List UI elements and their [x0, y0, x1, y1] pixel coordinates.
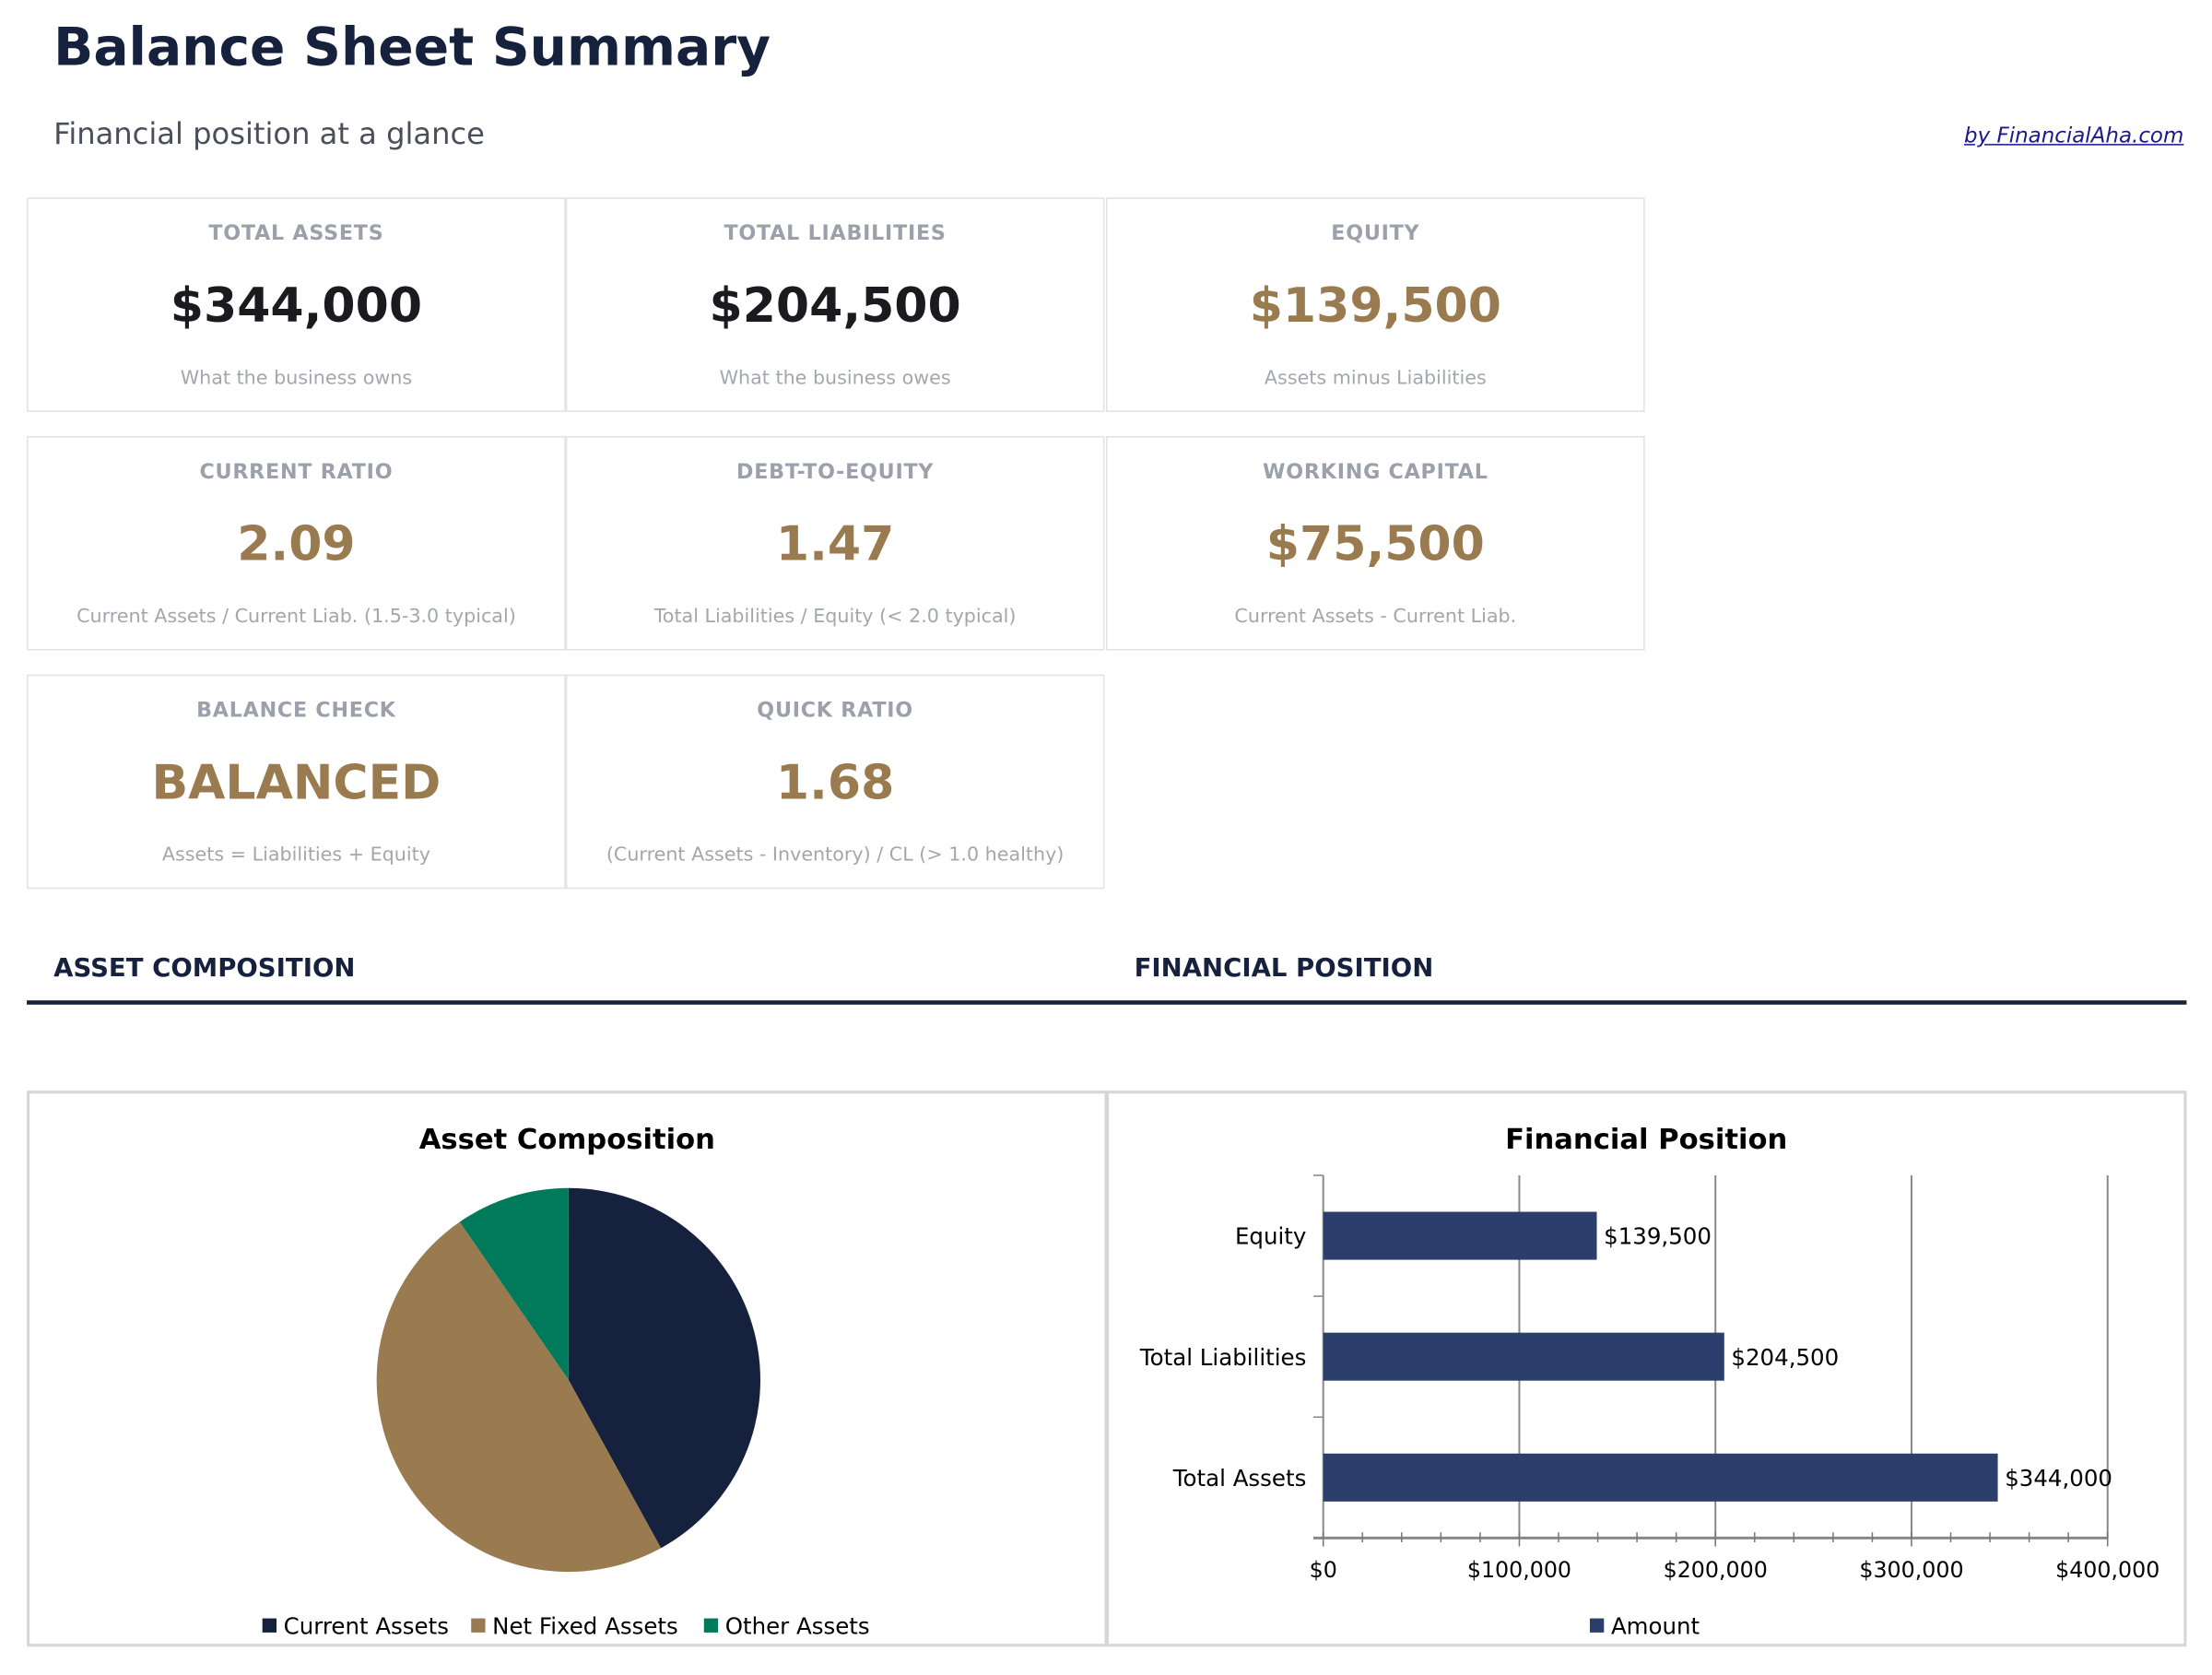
pie-slice-net-fixed-assets — [376, 1221, 662, 1573]
y-category-label: Total Liabilities — [1139, 1344, 1306, 1371]
y-category-label: Equity — [1235, 1223, 1306, 1250]
kpi-value: $75,500 — [1265, 516, 1485, 573]
data-label: $344,000 — [2005, 1465, 2112, 1492]
x-tick-label: $300,000 — [1859, 1557, 1963, 1583]
x-tick-label: $200,000 — [1664, 1557, 1768, 1583]
pie-chart: Current Assets Net Fixed Assets Other Asse… — [262, 1187, 870, 1639]
legend-swatch — [1589, 1618, 1605, 1633]
page-subtitle: Financial position at a glance — [53, 117, 485, 151]
kpi-label: DEBT-TO-EQUITY — [736, 461, 935, 484]
chart-title: Asset Composition — [418, 1121, 715, 1156]
section-heading-asset-composition: ASSET COMPOSITION — [53, 953, 356, 984]
kpi-description: Assets minus Liabilities — [1264, 366, 1487, 390]
kpi-value: 2.09 — [237, 516, 356, 573]
kpi-value: 1.47 — [775, 516, 895, 573]
kpi-description: Total Liabilities / Equity (< 2.0 typica… — [653, 605, 1017, 629]
kpi-card-total-assets: TOTAL ASSETS $344,000 What the business … — [27, 197, 566, 412]
kpi-description: Assets = Liabilities + Equity — [161, 843, 430, 867]
credit-link[interactable]: by FinancialAha.com — [1964, 123, 2184, 148]
kpi-label: TOTAL ASSETS — [208, 222, 384, 246]
y-category-label: Total Assets — [1172, 1465, 1307, 1492]
x-tick-label: $100,000 — [1467, 1557, 1571, 1583]
kpi-description: (Current Assets - Inventory) / CL (> 1.0… — [606, 843, 1065, 867]
asset-composition-chart: Asset Composition Current Assets Net Fixe… — [27, 1091, 1108, 1647]
kpi-value: 1.68 — [775, 754, 895, 812]
chart-title: Financial Position — [1505, 1121, 1788, 1156]
bar-equity — [1323, 1211, 1597, 1260]
legend-swatch — [262, 1618, 276, 1633]
kpi-card-debt-to-equity: DEBT-TO-EQUITY 1.47 Total Liabilities / … — [565, 435, 1105, 651]
kpi-card-equity: EQUITY $139,500 Assets minus Liabilities — [1105, 197, 1645, 412]
legend-label: Amount — [1611, 1612, 1700, 1639]
financial-position-chart: Financial Position $0 $100,000 $200,000 $30… — [1105, 1091, 2187, 1647]
kpi-description: What the business owes — [719, 366, 951, 390]
kpi-value: $204,500 — [709, 277, 961, 335]
legend-label: Other Assets — [725, 1612, 870, 1639]
kpi-label: BALANCE CHECK — [196, 700, 396, 723]
x-tick-label: $400,000 — [2055, 1557, 2159, 1583]
pie-slice-other-assets — [459, 1187, 569, 1380]
kpi-label: EQUITY — [1331, 222, 1420, 246]
kpi-label: QUICK RATIO — [757, 700, 913, 723]
section-heading-financial-position: FINANCIAL POSITION — [1134, 953, 1434, 984]
kpi-card-balance-check: BALANCE CHECK BALANCED Assets = Liabilit… — [27, 674, 566, 890]
data-label: $139,500 — [1604, 1223, 1712, 1250]
bar-total-assets — [1323, 1453, 1998, 1502]
kpi-card-working-capital: WORKING CAPITAL $75,500 Current Assets -… — [1105, 435, 1645, 651]
kpi-description: Current Assets / Current Liab. (1.5-3.0 … — [76, 605, 516, 629]
kpi-description: Current Assets - Current Liab. — [1234, 605, 1517, 629]
page-title: Balance Sheet Summary — [53, 17, 771, 78]
legend-label: Net Fixed Assets — [492, 1612, 678, 1639]
kpi-card-quick-ratio: QUICK RATIO 1.68 (Current Assets - Inven… — [565, 674, 1105, 890]
bar-chart: $0 $100,000 $200,000 $300,000 $400,000 Total … — [1139, 1174, 2159, 1639]
kpi-value: $344,000 — [170, 277, 423, 335]
kpi-label: CURRENT RATIO — [199, 461, 394, 484]
bar-total-liabilities — [1323, 1332, 1724, 1381]
kpi-description: What the business owns — [180, 366, 413, 390]
kpi-value: BALANCED — [151, 754, 441, 812]
legend-swatch — [471, 1618, 486, 1633]
data-label: $204,500 — [1731, 1344, 1839, 1371]
section-divider — [27, 1000, 2187, 1005]
legend-label: Current Assets — [284, 1612, 449, 1639]
kpi-card-total-liabilities: TOTAL LIABILITIES $204,500 What the busi… — [565, 197, 1105, 412]
kpi-value: $139,500 — [1249, 277, 1501, 335]
kpi-label: WORKING CAPITAL — [1263, 461, 1488, 484]
kpi-label: TOTAL LIABILITIES — [724, 222, 947, 246]
kpi-card-current-ratio: CURRENT RATIO 2.09 Current Assets / Curr… — [27, 435, 566, 651]
x-tick-label: $0 — [1310, 1557, 1337, 1583]
legend-swatch — [703, 1618, 719, 1633]
pie-slice-current-assets — [568, 1187, 760, 1549]
